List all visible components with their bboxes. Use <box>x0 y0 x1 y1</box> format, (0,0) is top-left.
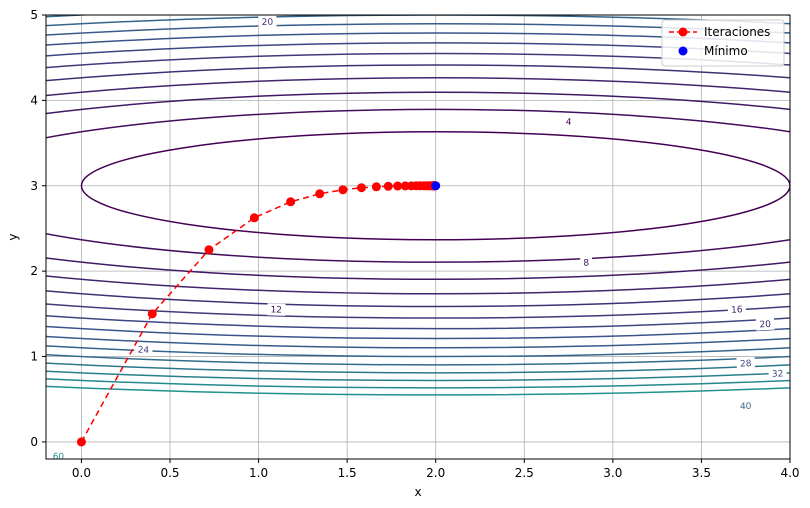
contour-label-bg <box>267 303 286 316</box>
x-axis-label: x <box>414 485 421 499</box>
contour-label-bg <box>755 317 775 331</box>
contour-label: 12 <box>270 305 282 315</box>
contour-line <box>46 15 790 366</box>
contour-line <box>46 378 790 389</box>
iteracion-point <box>76 437 86 447</box>
contour-label: 60 <box>52 452 64 462</box>
iteracion-point <box>249 213 259 223</box>
contour-label: 20 <box>262 18 274 28</box>
y-tick-label: 3 <box>30 179 38 193</box>
contour-label-bg <box>736 357 755 370</box>
contour-label-bg <box>768 367 787 380</box>
y-tick-label: 2 <box>30 264 38 278</box>
contour-line <box>46 64 790 308</box>
contour-line <box>46 42 790 330</box>
contour-label-bg <box>49 450 68 463</box>
contour-label-bg <box>736 399 755 413</box>
minimo-point <box>431 181 441 191</box>
x-tick-label: 2.0 <box>426 466 445 480</box>
contour-line <box>80 131 790 241</box>
contour-line <box>46 362 790 374</box>
y-tick-label: 5 <box>30 8 38 22</box>
contour-lines <box>46 15 790 396</box>
contour-line <box>46 91 790 281</box>
x-tick-label: 4.0 <box>780 466 799 480</box>
contour-label: 24 <box>137 345 149 355</box>
x-tick-label: 0.0 <box>72 466 91 480</box>
contour-label: 8 <box>583 258 589 268</box>
iteracion-point <box>400 181 410 191</box>
iteracion-point <box>393 181 403 191</box>
contour-label: 28 <box>740 359 752 369</box>
contour-label-bg <box>258 15 277 29</box>
legend-iteraciones-label: Iteraciones <box>704 25 770 39</box>
iteracion-point <box>356 183 366 193</box>
x-tick-label: 3.0 <box>603 466 622 480</box>
x-tick-label: 3.5 <box>692 466 711 480</box>
iteracion-point <box>371 182 381 192</box>
contour-line <box>46 32 790 340</box>
contour-labels: 4 8 12 16 20 20 24 28 32 40 60 <box>49 15 787 463</box>
contour-line <box>46 108 790 263</box>
y-axis-label: y <box>6 233 20 240</box>
legend-minimo-marker <box>678 46 688 56</box>
contour-label-bg <box>727 303 747 317</box>
contour-line <box>46 52 790 319</box>
contour-line <box>46 77 790 295</box>
contour-label: 16 <box>731 305 743 316</box>
legend: Iteraciones Mínimo <box>661 19 785 67</box>
iteracion-point <box>315 189 325 199</box>
contour-label-bg <box>562 115 575 129</box>
y-tick-label: 0 <box>30 435 38 449</box>
legend-iteraciones-marker <box>678 27 688 37</box>
y-tick-label: 4 <box>30 93 38 107</box>
contour-label: 4 <box>565 118 571 128</box>
x-tick-label: 0.5 <box>160 466 179 480</box>
legend-minimo-label: Mínimo <box>704 44 748 58</box>
contour-line <box>46 385 790 396</box>
x-tick-label: 1.5 <box>338 466 357 480</box>
contour-label: 32 <box>772 369 784 379</box>
x-tick-label: 1.0 <box>249 466 268 480</box>
iteracion-point <box>338 185 348 195</box>
x-tick-label: 2.5 <box>515 466 534 480</box>
plot-frame <box>45 14 791 460</box>
series-layer <box>76 181 441 447</box>
iteracion-point <box>286 197 296 207</box>
contour-line <box>46 370 790 382</box>
y-tick-label: 1 <box>30 350 38 364</box>
iteracion-point <box>204 245 214 255</box>
iteracion-point <box>147 309 157 319</box>
contour-label: 20 <box>759 320 771 331</box>
contour-line <box>46 23 790 349</box>
contour-line <box>46 15 790 358</box>
legend-box <box>661 19 785 67</box>
iteracion-point <box>383 181 393 191</box>
contour-label-bg <box>134 343 153 357</box>
contour-label: 40 <box>740 402 752 412</box>
contour-label-bg <box>580 256 593 269</box>
